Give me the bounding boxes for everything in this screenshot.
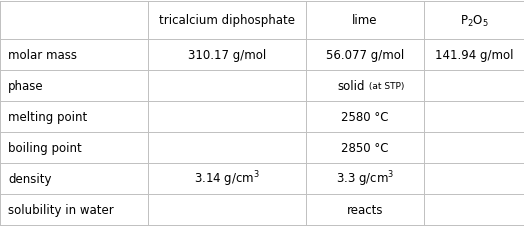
Text: tricalcium diphosphate: tricalcium diphosphate bbox=[159, 15, 295, 27]
Text: 56.077 g/mol: 56.077 g/mol bbox=[326, 49, 404, 62]
Text: molar mass: molar mass bbox=[8, 49, 77, 62]
Text: 2850 °C: 2850 °C bbox=[341, 141, 389, 154]
Text: 3.14 g/cm$^3$: 3.14 g/cm$^3$ bbox=[194, 169, 260, 188]
Text: 3.3 g/cm$^3$: 3.3 g/cm$^3$ bbox=[336, 169, 394, 188]
Text: boiling point: boiling point bbox=[8, 141, 82, 154]
Text: phase: phase bbox=[8, 80, 43, 93]
Text: reacts: reacts bbox=[347, 203, 383, 216]
Text: melting point: melting point bbox=[8, 111, 88, 123]
Text: lime: lime bbox=[352, 15, 378, 27]
Text: (at STP): (at STP) bbox=[366, 82, 405, 91]
Text: 2580 °C: 2580 °C bbox=[341, 111, 389, 123]
Text: density: density bbox=[8, 172, 51, 185]
Text: 310.17 g/mol: 310.17 g/mol bbox=[188, 49, 266, 62]
Text: 141.94 g/mol: 141.94 g/mol bbox=[435, 49, 513, 62]
Text: P$_2$O$_5$: P$_2$O$_5$ bbox=[460, 13, 488, 28]
Text: solid: solid bbox=[337, 80, 365, 93]
Text: solubility in water: solubility in water bbox=[8, 203, 114, 216]
